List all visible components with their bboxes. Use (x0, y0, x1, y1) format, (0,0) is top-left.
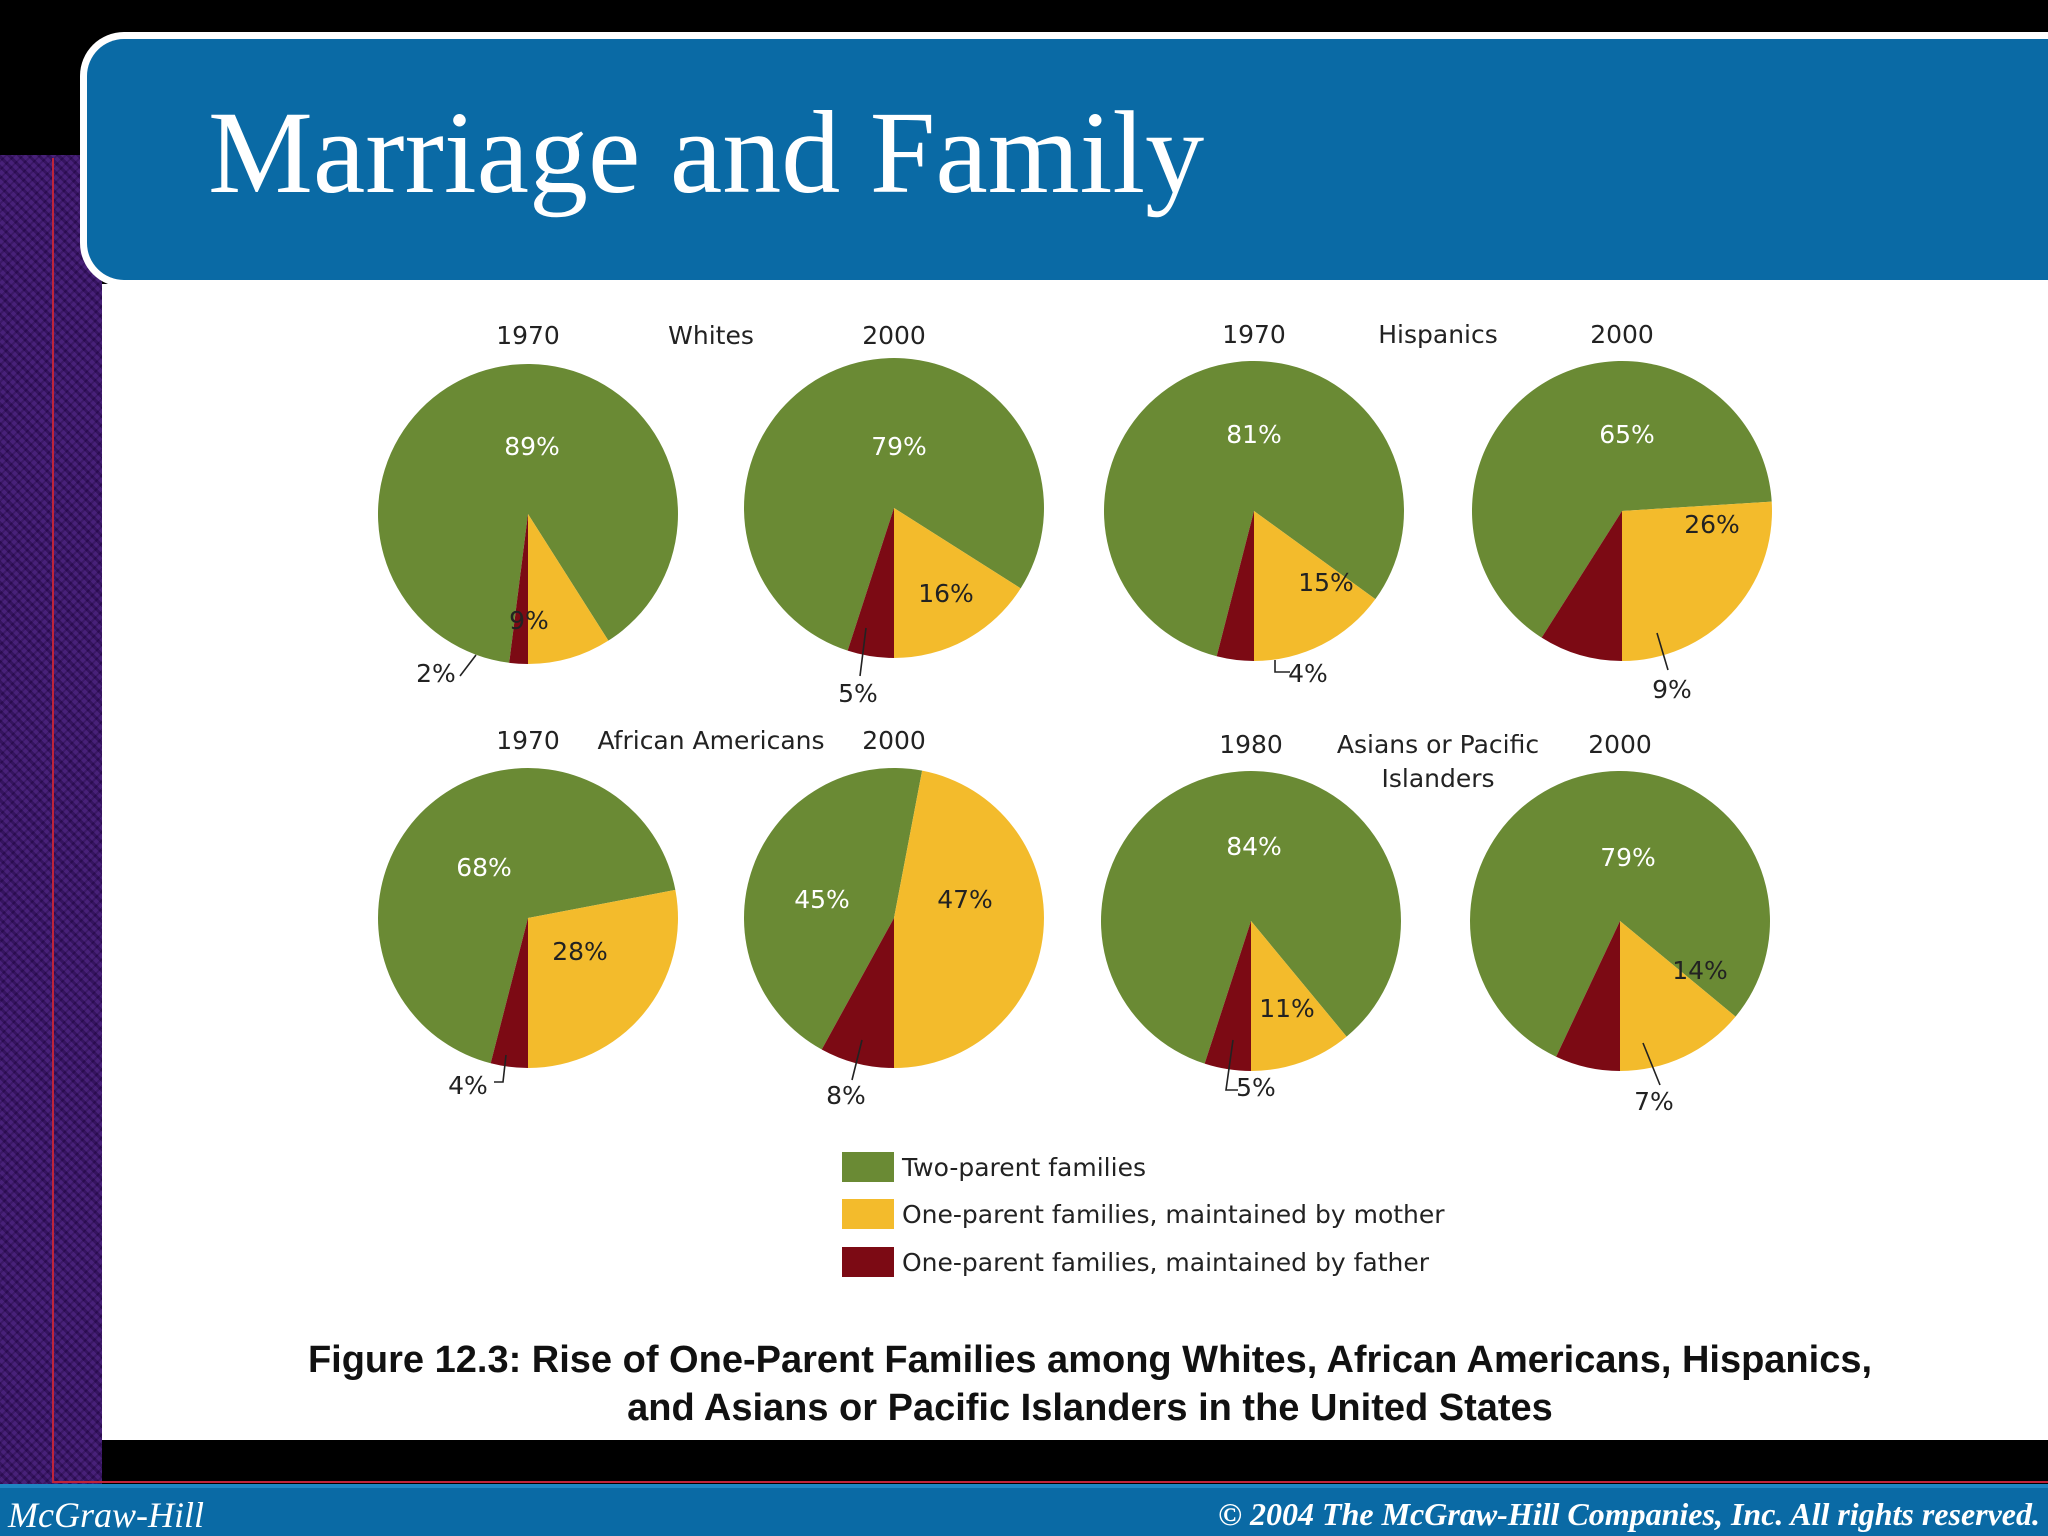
slice-two-parent (377, 364, 678, 663)
footer-copyright: © 2004 The McGraw-Hill Companies, Inc. A… (1218, 1496, 2040, 1532)
label-mother: 26% (1684, 510, 1740, 539)
legend-swatch-father (842, 1247, 894, 1277)
leader-line (459, 654, 477, 677)
slice-father (821, 918, 894, 1068)
group-title: Hispanics (1378, 320, 1498, 349)
label-two-parent: 68% (456, 853, 512, 882)
legend-label-mother: One-parent families, maintained by mothe… (902, 1200, 1445, 1229)
label-mother: 28% (552, 937, 608, 966)
pie-hispanics-2000 (1471, 360, 1772, 671)
slice-father (509, 514, 528, 664)
year-label: 1980 (1219, 730, 1283, 759)
leader-line (851, 1039, 863, 1081)
label-father: 9% (1652, 675, 1692, 704)
slice-mother (894, 770, 1044, 1068)
slice-two-parent (377, 768, 676, 1064)
year-label: 2000 (1588, 730, 1652, 759)
legend-label-father: One-parent families, maintained by fathe… (902, 1248, 1430, 1277)
label-father: 4% (1288, 659, 1328, 688)
label-father: 8% (826, 1081, 866, 1110)
pie-whites-1970 (377, 364, 678, 677)
slice-mother (528, 514, 609, 664)
slice-father (847, 508, 894, 658)
label-father: 7% (1634, 1087, 1674, 1116)
year-label: 2000 (862, 726, 926, 755)
label-two-parent: 79% (1600, 843, 1656, 872)
slice-two-parent (1471, 360, 1772, 638)
year-label: 2000 (1590, 320, 1654, 349)
pie-asians-or-pacific-islanders-1980 (1100, 771, 1401, 1091)
label-mother: 14% (1672, 956, 1728, 985)
pie-african-americans-1970 (377, 768, 678, 1083)
label-father: 5% (838, 679, 878, 708)
group-title: Islanders (1381, 764, 1494, 793)
slice-two-parent (743, 358, 1044, 651)
slice-mother (1622, 501, 1772, 661)
label-father: 5% (1236, 1073, 1276, 1102)
slice-mother (528, 889, 678, 1068)
label-mother: 15% (1298, 568, 1354, 597)
label-two-parent: 65% (1599, 420, 1655, 449)
label-two-parent: 81% (1226, 420, 1282, 449)
year-label: 1970 (496, 726, 560, 755)
group-title: Whites (668, 321, 754, 350)
pie-african-americans-2000 (744, 768, 1044, 1081)
caption-line-1: Figure 12.3: Rise of One-Parent Families… (307, 1339, 1873, 1381)
label-mother: 47% (937, 885, 993, 914)
slice-two-parent (1103, 361, 1404, 657)
slice-two-parent (1470, 770, 1771, 1057)
slice-mother (1251, 921, 1347, 1071)
label-mother: 16% (918, 579, 974, 608)
slide-title: Marriage and Family (208, 87, 1205, 218)
label-father: 4% (448, 1071, 488, 1100)
slice-two-parent (744, 768, 923, 1050)
label-two-parent: 79% (871, 432, 927, 461)
legend-swatch-mother (842, 1199, 894, 1229)
leader-line (1225, 1039, 1238, 1091)
legend-label-two-parent: Two-parent families (901, 1153, 1146, 1182)
label-mother: 11% (1259, 994, 1315, 1023)
leader-line (1642, 1042, 1661, 1086)
slice-mother (1620, 921, 1736, 1071)
group-title: African Americans (597, 726, 824, 755)
label-two-parent: 45% (794, 885, 850, 914)
label-two-parent: 89% (504, 432, 560, 461)
figure-caption: Figure 12.3: Rise of One-Parent Families… (160, 1336, 2020, 1432)
footer-bar (0, 1484, 2048, 1536)
title-banner (80, 32, 2048, 287)
legend-swatch-two-parent (842, 1152, 894, 1182)
leader-line (1656, 632, 1669, 671)
group-title: Asians or Pacific (1337, 730, 1539, 759)
label-mother: 9% (509, 606, 549, 635)
slice-mother (1254, 511, 1376, 661)
label-father: 2% (416, 659, 456, 688)
caption-line-2: and Asians or Pacific Islanders in the U… (627, 1387, 1553, 1429)
pie-whites-2000 (743, 358, 1044, 677)
pie-asians-or-pacific-islanders-2000 (1470, 770, 1771, 1086)
leader-line (494, 1054, 507, 1083)
footer-publisher: McGraw-Hill (8, 1495, 204, 1535)
left-decorative-band (0, 155, 102, 1495)
label-two-parent: 84% (1226, 832, 1282, 861)
leader-line (859, 627, 867, 677)
slice-father (490, 918, 528, 1068)
slice-father (1556, 921, 1620, 1071)
slice-father (1204, 921, 1251, 1071)
slice-father (1541, 511, 1622, 661)
slice-two-parent (1100, 771, 1401, 1064)
pie-hispanics-1970 (1103, 361, 1404, 673)
leader-line (1274, 660, 1290, 673)
year-label: 1970 (496, 321, 560, 350)
year-label: 1970 (1222, 320, 1286, 349)
slice-father (1216, 511, 1254, 661)
slice-mother (894, 508, 1021, 658)
year-label: 2000 (862, 321, 926, 350)
